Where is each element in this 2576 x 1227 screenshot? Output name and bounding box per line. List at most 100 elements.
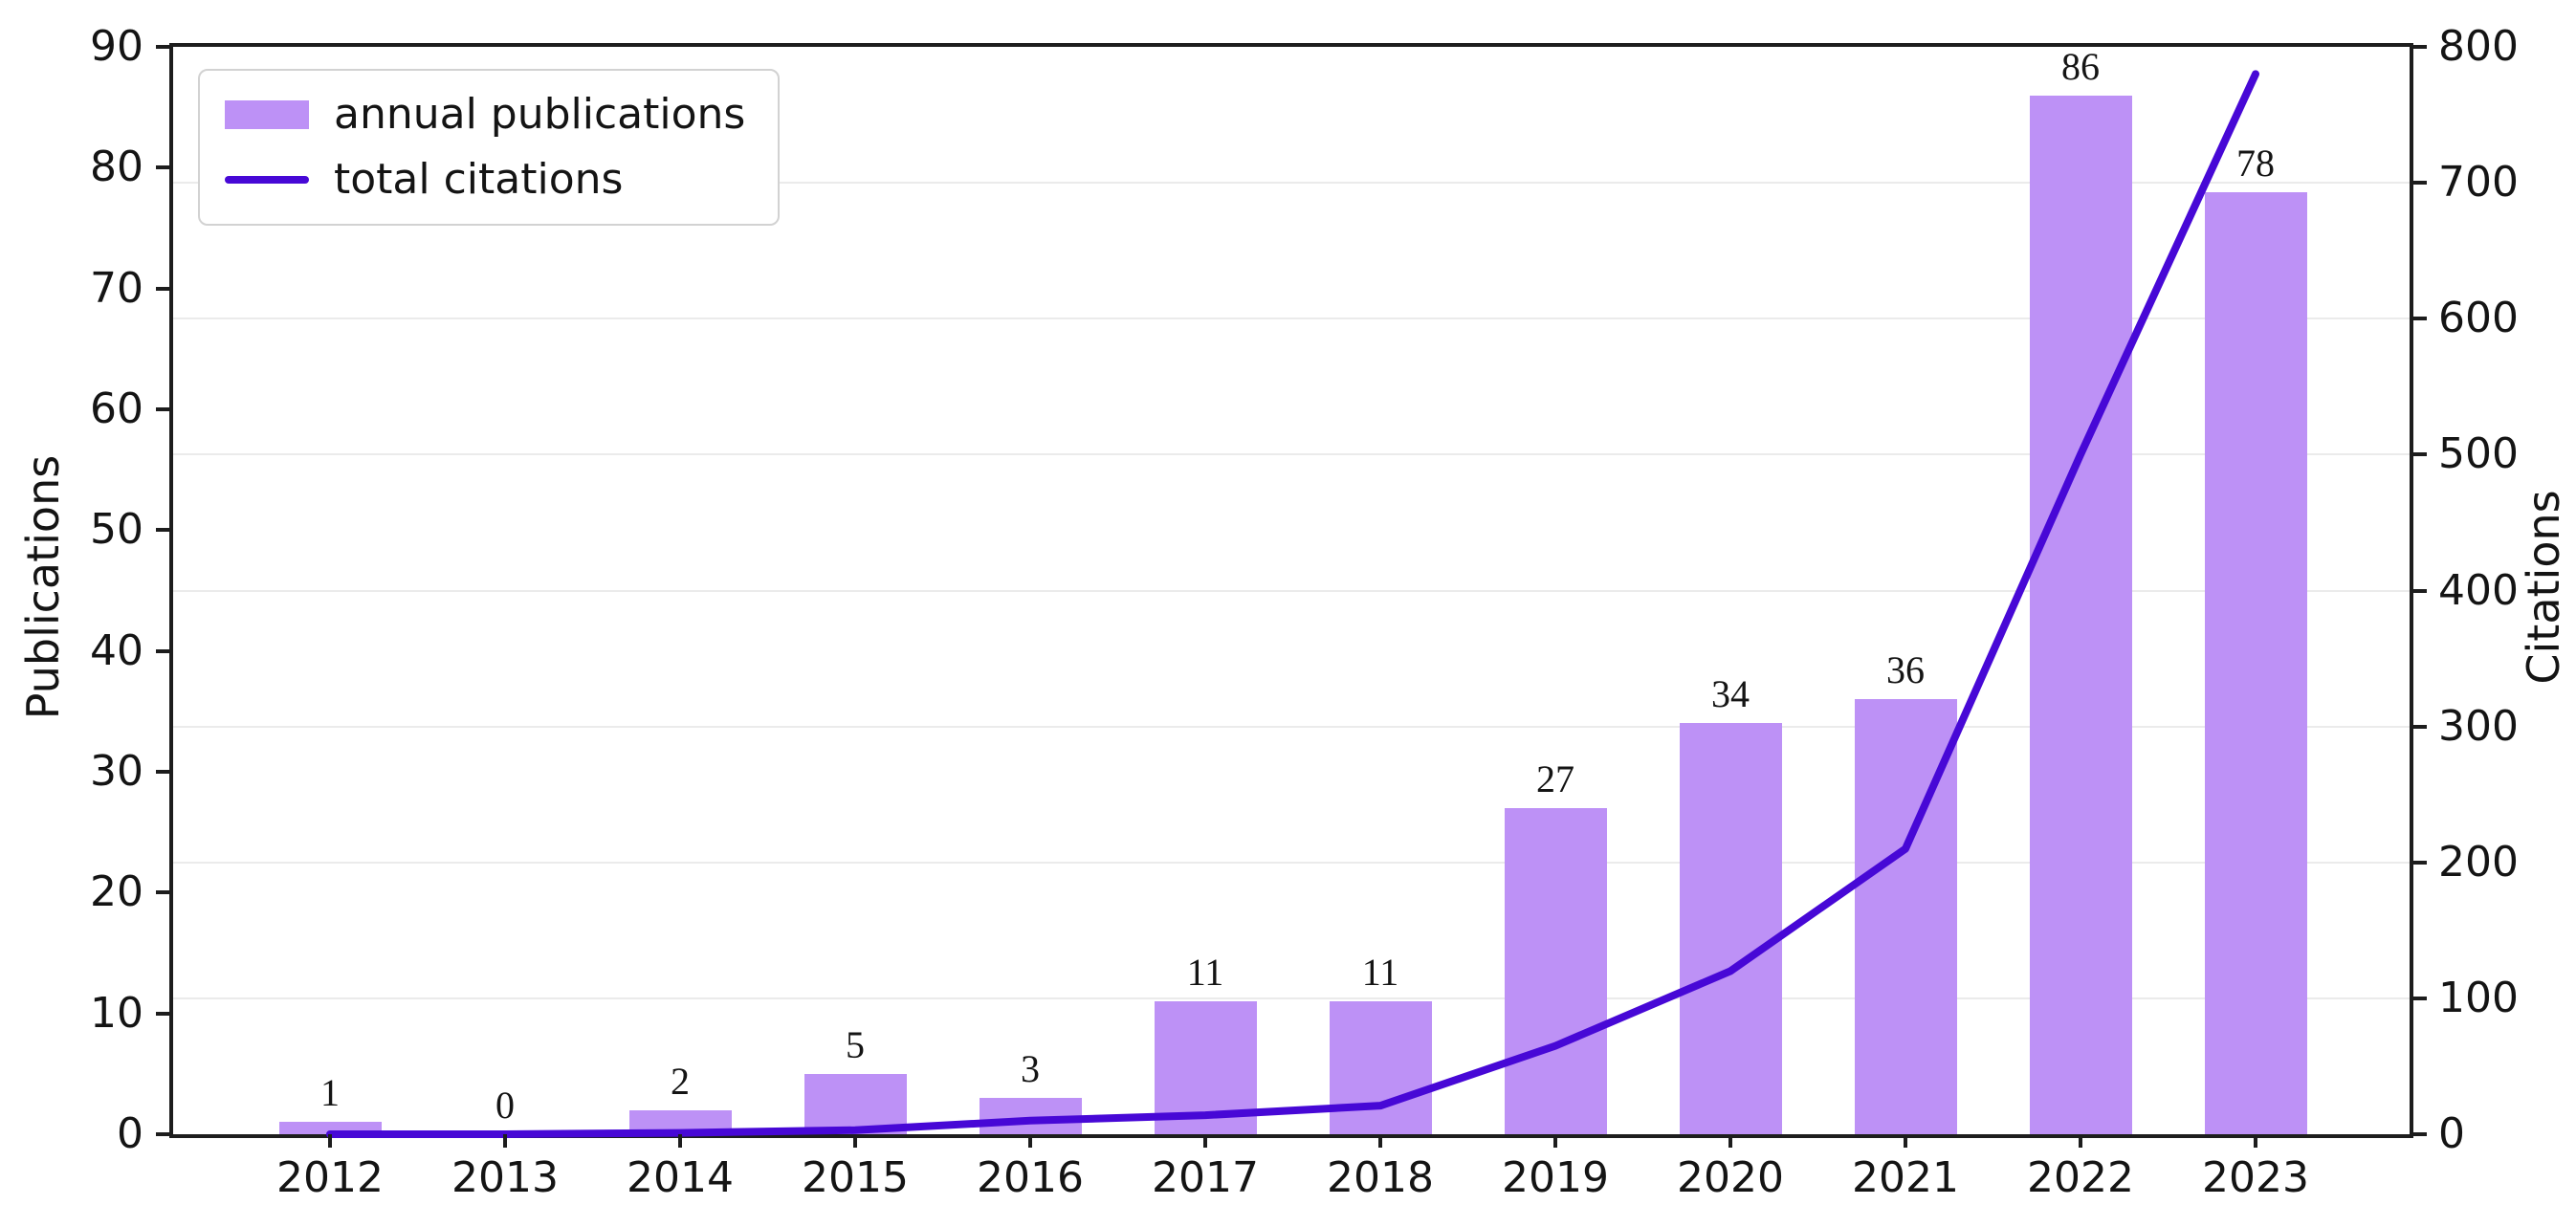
y-tick-left-60 — [156, 407, 169, 411]
y-tick-label-left-70: 70 — [90, 263, 143, 313]
y-tick-label-right-200: 200 — [2438, 837, 2519, 887]
bar-value-label-2018: 11 — [1361, 951, 1399, 995]
y-tick-left-70 — [156, 286, 169, 291]
x-tick-label-2015: 2015 — [802, 1153, 909, 1202]
y-tick-left-30 — [156, 770, 169, 774]
legend-bar-swatch — [225, 100, 309, 129]
y-axis-title-right: Citations — [2518, 490, 2569, 685]
y-tick-right-400 — [2413, 588, 2427, 593]
x-tick-label-2016: 2016 — [977, 1153, 1084, 1202]
x-tick-2019 — [1553, 1134, 1557, 1148]
x-tick-2012 — [328, 1134, 332, 1148]
y-tick-label-left-90: 90 — [90, 22, 143, 71]
y-tick-left-50 — [156, 528, 169, 533]
bar-value-label-2012: 1 — [320, 1071, 340, 1115]
x-tick-2023 — [2254, 1134, 2257, 1148]
bar-value-label-2022: 86 — [2061, 44, 2100, 88]
bar-value-label-2023: 78 — [2236, 141, 2275, 185]
x-tick-2017 — [1203, 1134, 1207, 1148]
bar-2015 — [804, 1073, 907, 1134]
y-tick-label-right-100: 100 — [2438, 973, 2519, 1022]
y-tick-label-left-40: 40 — [90, 625, 143, 675]
y-tick-right-100 — [2413, 996, 2427, 1000]
y-tick-left-10 — [156, 1011, 169, 1016]
plot-area: 1 0 2 5 3 11 11 27 34 36 86 78 annual publications … — [169, 43, 2413, 1138]
total-citations-polyline — [326, 70, 2259, 1138]
x-tick-label-2017: 2017 — [1152, 1153, 1259, 1202]
y-tick-right-800 — [2413, 45, 2427, 49]
x-tick-label-2020: 2020 — [1677, 1153, 1784, 1202]
x-tick-label-2021: 2021 — [1852, 1153, 1959, 1202]
x-tick-2014 — [678, 1134, 682, 1148]
y-tick-label-right-500: 500 — [2438, 429, 2519, 479]
gridline-400 — [173, 589, 2410, 592]
x-tick-2016 — [1028, 1134, 1032, 1148]
x-tick-label-2022: 2022 — [2027, 1153, 2134, 1202]
bar-value-label-2017: 11 — [1186, 951, 1224, 995]
bar-2018 — [1329, 1001, 1432, 1134]
x-tick-label-2018: 2018 — [1327, 1153, 1434, 1202]
y-tick-label-left-20: 20 — [90, 867, 143, 917]
bar-value-label-2021: 36 — [1886, 648, 1925, 692]
total-citations-line — [326, 70, 2259, 1138]
legend-label-total-citations: total citations — [334, 155, 624, 204]
x-tick-2018 — [1378, 1134, 1382, 1148]
x-tick-label-2014: 2014 — [627, 1153, 734, 1202]
y-tick-label-left-60: 60 — [90, 384, 143, 433]
bar-value-label-2020: 34 — [1711, 672, 1750, 716]
x-tick-label-2019: 2019 — [1502, 1153, 1609, 1202]
y-tick-label-right-0: 0 — [2438, 1109, 2465, 1158]
y-tick-right-300 — [2413, 724, 2427, 729]
legend: annual publications total citations — [198, 69, 781, 226]
y-tick-label-right-600: 600 — [2438, 294, 2519, 343]
y-tick-left-90 — [156, 45, 169, 49]
legend-line-swatch — [225, 176, 309, 184]
x-tick-label-2013: 2013 — [451, 1153, 559, 1202]
bar-2019 — [1504, 807, 1607, 1134]
x-tick-2013 — [503, 1134, 507, 1148]
y-tick-label-left-30: 30 — [90, 747, 143, 796]
gridline-500 — [173, 453, 2410, 456]
gridline-700 — [173, 182, 2410, 185]
bar-value-label-2015: 5 — [846, 1022, 865, 1066]
gridline-200 — [173, 861, 2410, 864]
bar-value-label-2013: 0 — [495, 1084, 515, 1127]
y-tick-left-40 — [156, 648, 169, 653]
y-tick-left-80 — [156, 165, 169, 170]
bar-2022 — [2029, 95, 2132, 1134]
y-tick-label-right-300: 300 — [2438, 701, 2519, 751]
x-tick-2021 — [1904, 1134, 1907, 1148]
y-tick-right-600 — [2413, 317, 2427, 321]
legend-row-citations: total citations — [225, 155, 745, 205]
x-tick-2022 — [2079, 1134, 2082, 1148]
legend-label-annual-publications: annual publications — [334, 90, 746, 139]
y-tick-label-left-80: 80 — [90, 142, 143, 192]
bar-2020 — [1679, 723, 1782, 1134]
x-tick-label-2012: 2012 — [276, 1153, 384, 1202]
legend-row-publications: annual publications — [225, 90, 745, 140]
y-tick-label-right-800: 800 — [2438, 22, 2519, 71]
x-tick-label-2023: 2023 — [2202, 1153, 2309, 1202]
x-tick-2020 — [1728, 1134, 1732, 1148]
y-axis-title-left: Publications — [17, 454, 69, 720]
bar-value-label-2016: 3 — [1021, 1047, 1040, 1091]
y-tick-right-500 — [2413, 452, 2427, 457]
y-tick-right-200 — [2413, 860, 2427, 865]
y-tick-left-0 — [156, 1132, 169, 1136]
bar-2023 — [2204, 191, 2307, 1134]
y-tick-right-700 — [2413, 181, 2427, 186]
gridline-600 — [173, 318, 2410, 320]
y-tick-left-20 — [156, 890, 169, 895]
x-tick-2015 — [853, 1134, 857, 1148]
gridline-300 — [173, 725, 2410, 728]
bar-value-label-2014: 2 — [671, 1059, 690, 1103]
gridline-100 — [173, 997, 2410, 999]
y-tick-label-left-0: 0 — [117, 1109, 143, 1158]
y-tick-label-left-50: 50 — [90, 505, 143, 555]
bar-value-label-2019: 27 — [1536, 756, 1574, 800]
y-tick-label-right-700: 700 — [2438, 158, 2519, 208]
y-tick-right-0 — [2413, 1132, 2427, 1136]
y-tick-label-left-10: 10 — [90, 988, 143, 1038]
y-tick-label-right-400: 400 — [2438, 565, 2519, 615]
